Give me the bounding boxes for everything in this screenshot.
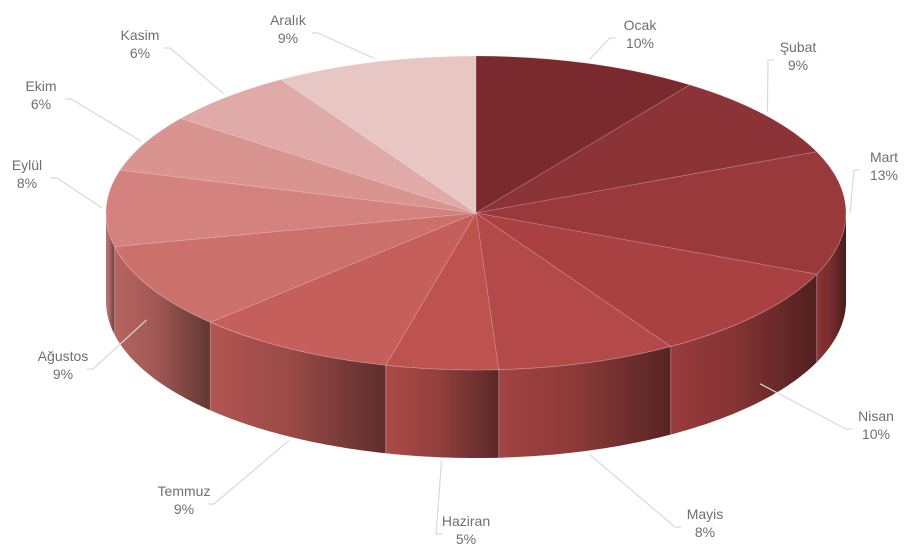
data-label-12: Aralık 9%	[270, 12, 307, 46]
pie-rim	[105, 212, 847, 371]
data-label-category: Ekim	[25, 78, 56, 94]
pie-side-shade-9	[106, 213, 115, 335]
pie-slice-şubat	[475, 84, 818, 214]
data-label-category: Kasim	[121, 27, 160, 43]
leader-line-5	[588, 453, 681, 528]
data-label-category: Ağustos	[38, 348, 89, 364]
leader-line-11	[164, 47, 225, 95]
data-label-9: Eylül 8%	[12, 157, 42, 191]
pie-slice-nisan	[475, 212, 818, 347]
leader-line-12	[312, 32, 374, 59]
pie-top-layer	[105, 55, 847, 371]
pie-slice-eylül	[105, 169, 477, 248]
pie-slice-haziran	[385, 211, 500, 371]
leader-line-7	[208, 439, 290, 505]
pie-side-shade-5	[498, 346, 671, 458]
data-label-percent: 10%	[862, 426, 890, 442]
data-label-2: Şubat 9%	[780, 39, 817, 73]
data-label-category: Eylül	[12, 157, 42, 173]
leader-line-3	[849, 169, 860, 214]
data-label-11: Kasim 6%	[121, 27, 160, 61]
data-label-category: Aralık	[270, 12, 307, 28]
data-label-percent: 5%	[456, 531, 476, 547]
data-label-category: Temmuz	[158, 483, 211, 499]
pie-slice-ağustos	[113, 212, 477, 323]
data-label-percent: 9%	[174, 501, 194, 517]
data-label-3: Mart 13%	[870, 149, 898, 183]
data-label-percent: 6%	[31, 96, 51, 112]
data-label-percent: 8%	[17, 175, 37, 191]
pie-side-layer	[106, 213, 846, 458]
data-label-percent: 10%	[626, 35, 654, 51]
pie-slice-aralık	[280, 55, 477, 214]
data-label-category: Haziran	[442, 513, 490, 529]
data-label-category: Ocak	[624, 17, 658, 33]
pie-slice-kasim	[179, 79, 477, 214]
data-label-percent: 6%	[130, 45, 150, 61]
leader-line-10	[65, 98, 142, 142]
leader-line-6	[435, 461, 443, 535]
pie-slice-mart	[475, 151, 847, 275]
data-label-percent: 8%	[695, 524, 715, 540]
data-label-category: Şubat	[780, 39, 817, 55]
data-label-4: Nisan 10%	[858, 408, 894, 442]
data-label-8: Ağustos 9%	[38, 348, 89, 382]
data-label-category: Nisan	[858, 408, 894, 424]
pie-side-shade-7	[210, 322, 386, 454]
data-label-6: Haziran 5%	[442, 513, 490, 547]
pie-slice-mayis	[475, 212, 672, 371]
pie-slice-temmuz	[209, 212, 477, 366]
data-label-layer: Ocak 10% Şubat 9% Mart 13% Nisan 10% Mayis 8% Hazi…	[12, 12, 898, 547]
data-label-category: Mayis	[687, 506, 724, 522]
leader-line-2	[766, 59, 774, 113]
leader-line-layer	[51, 32, 860, 535]
data-label-5: Mayis 8%	[687, 506, 724, 540]
leader-line-8	[87, 319, 147, 370]
pie-slice-ekim	[119, 117, 477, 214]
pie-slice-ocak	[475, 55, 691, 214]
data-label-percent: 9%	[788, 57, 808, 73]
pie-side-shade-3	[816, 213, 846, 363]
leader-line-4	[759, 383, 852, 430]
data-label-category: Mart	[870, 149, 898, 165]
data-label-percent: 9%	[278, 30, 298, 46]
pie-side-shade-6	[385, 365, 499, 458]
data-label-7: Temmuz 9%	[158, 483, 211, 517]
pie-side-shade-8	[114, 246, 211, 411]
data-label-1: Ocak 10%	[624, 17, 658, 51]
data-label-percent: 9%	[53, 366, 73, 382]
pie-side-shade-4	[670, 274, 817, 435]
data-label-10: Ekim 6%	[25, 78, 56, 112]
leader-line-9	[51, 177, 103, 209]
data-label-percent: 13%	[870, 167, 898, 183]
leader-line-1	[588, 37, 616, 60]
